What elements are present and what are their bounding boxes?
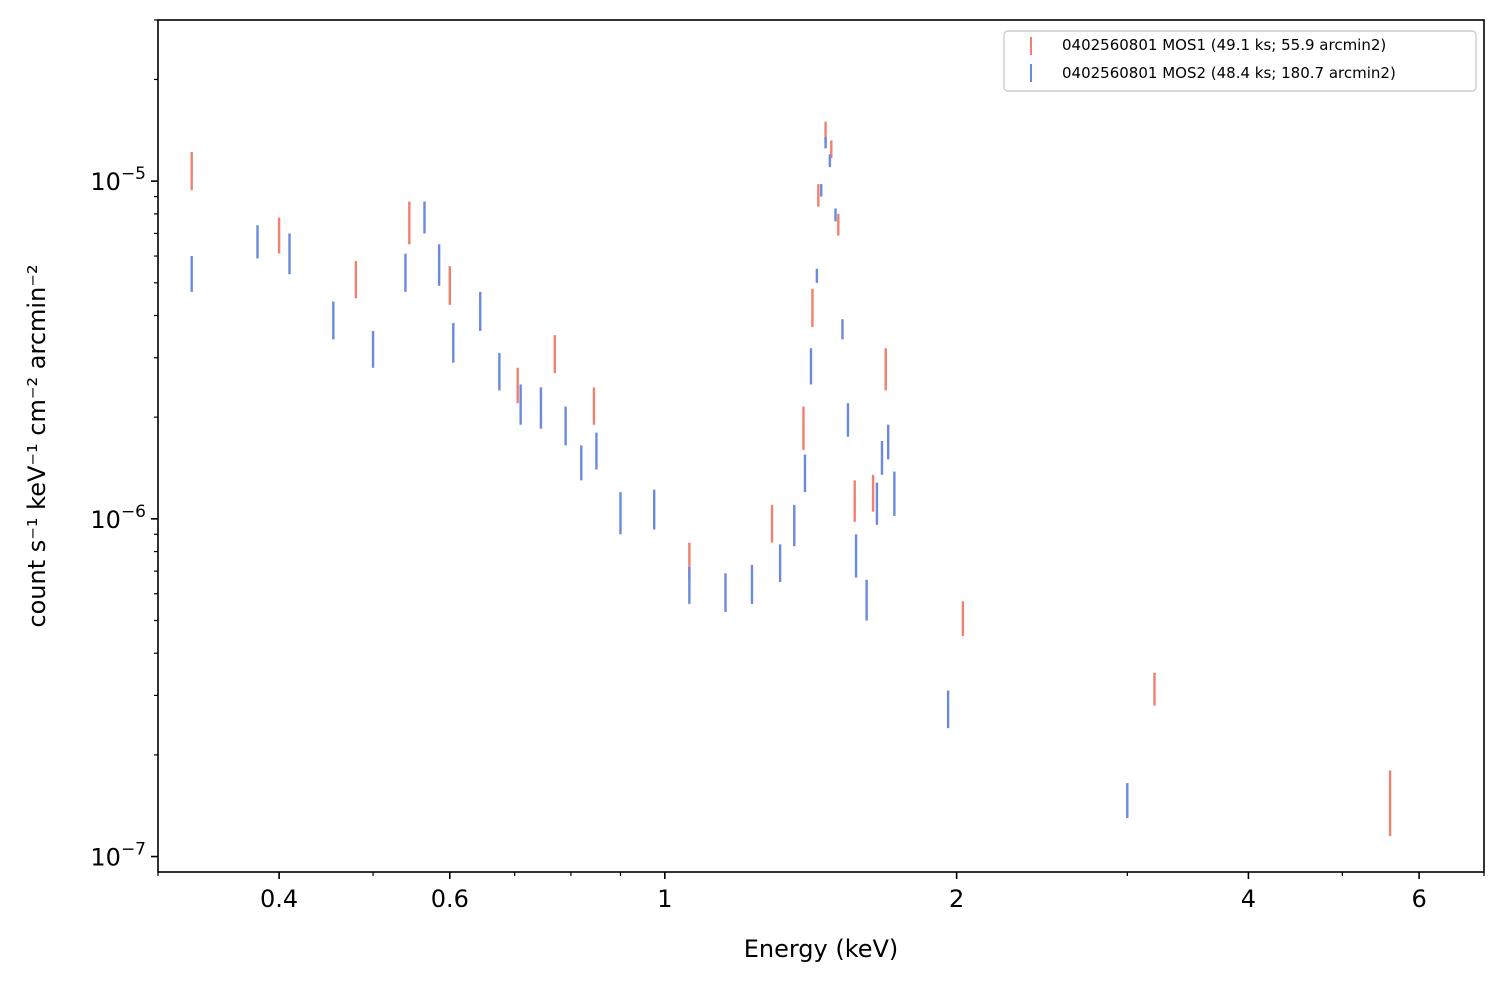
legend-label-mos2: 0402560801 MOS2 (48.4 ks; 180.7 arcmin2): [1062, 64, 1396, 82]
legend-box: [1003, 30, 1477, 92]
data-layer: [190, 121, 1392, 837]
x-axis-label: Energy (keV): [744, 935, 899, 963]
series-mos2: [190, 137, 1129, 819]
x-tick-label: 0.4: [260, 885, 298, 913]
legend-label-mos1: 0402560801 MOS1 (49.1 ks; 55.9 arcmin2): [1062, 36, 1386, 54]
x-tick-label: 1: [657, 885, 672, 913]
legend: 0402560801 MOS1 (49.1 ks; 55.9 arcmin2) …: [1003, 30, 1477, 92]
y-axis-label: count s⁻¹ keV⁻¹ cm⁻² arcmin⁻²: [23, 264, 51, 627]
axes: 0.4 0.6 1 2 4 6 10−7 10−6 10−5: [90, 19, 1485, 913]
x-tick-label: 2: [949, 885, 964, 913]
x-tick-label: 6: [1411, 885, 1426, 913]
y-tick-label: 10−5: [90, 164, 146, 196]
plot-frame: [157, 19, 1485, 873]
x-tick-label: 4: [1241, 885, 1256, 913]
y-tick-label: 10−7: [90, 840, 146, 872]
x-tick-label: 0.6: [431, 885, 469, 913]
y-tick-label: 10−6: [90, 502, 146, 534]
